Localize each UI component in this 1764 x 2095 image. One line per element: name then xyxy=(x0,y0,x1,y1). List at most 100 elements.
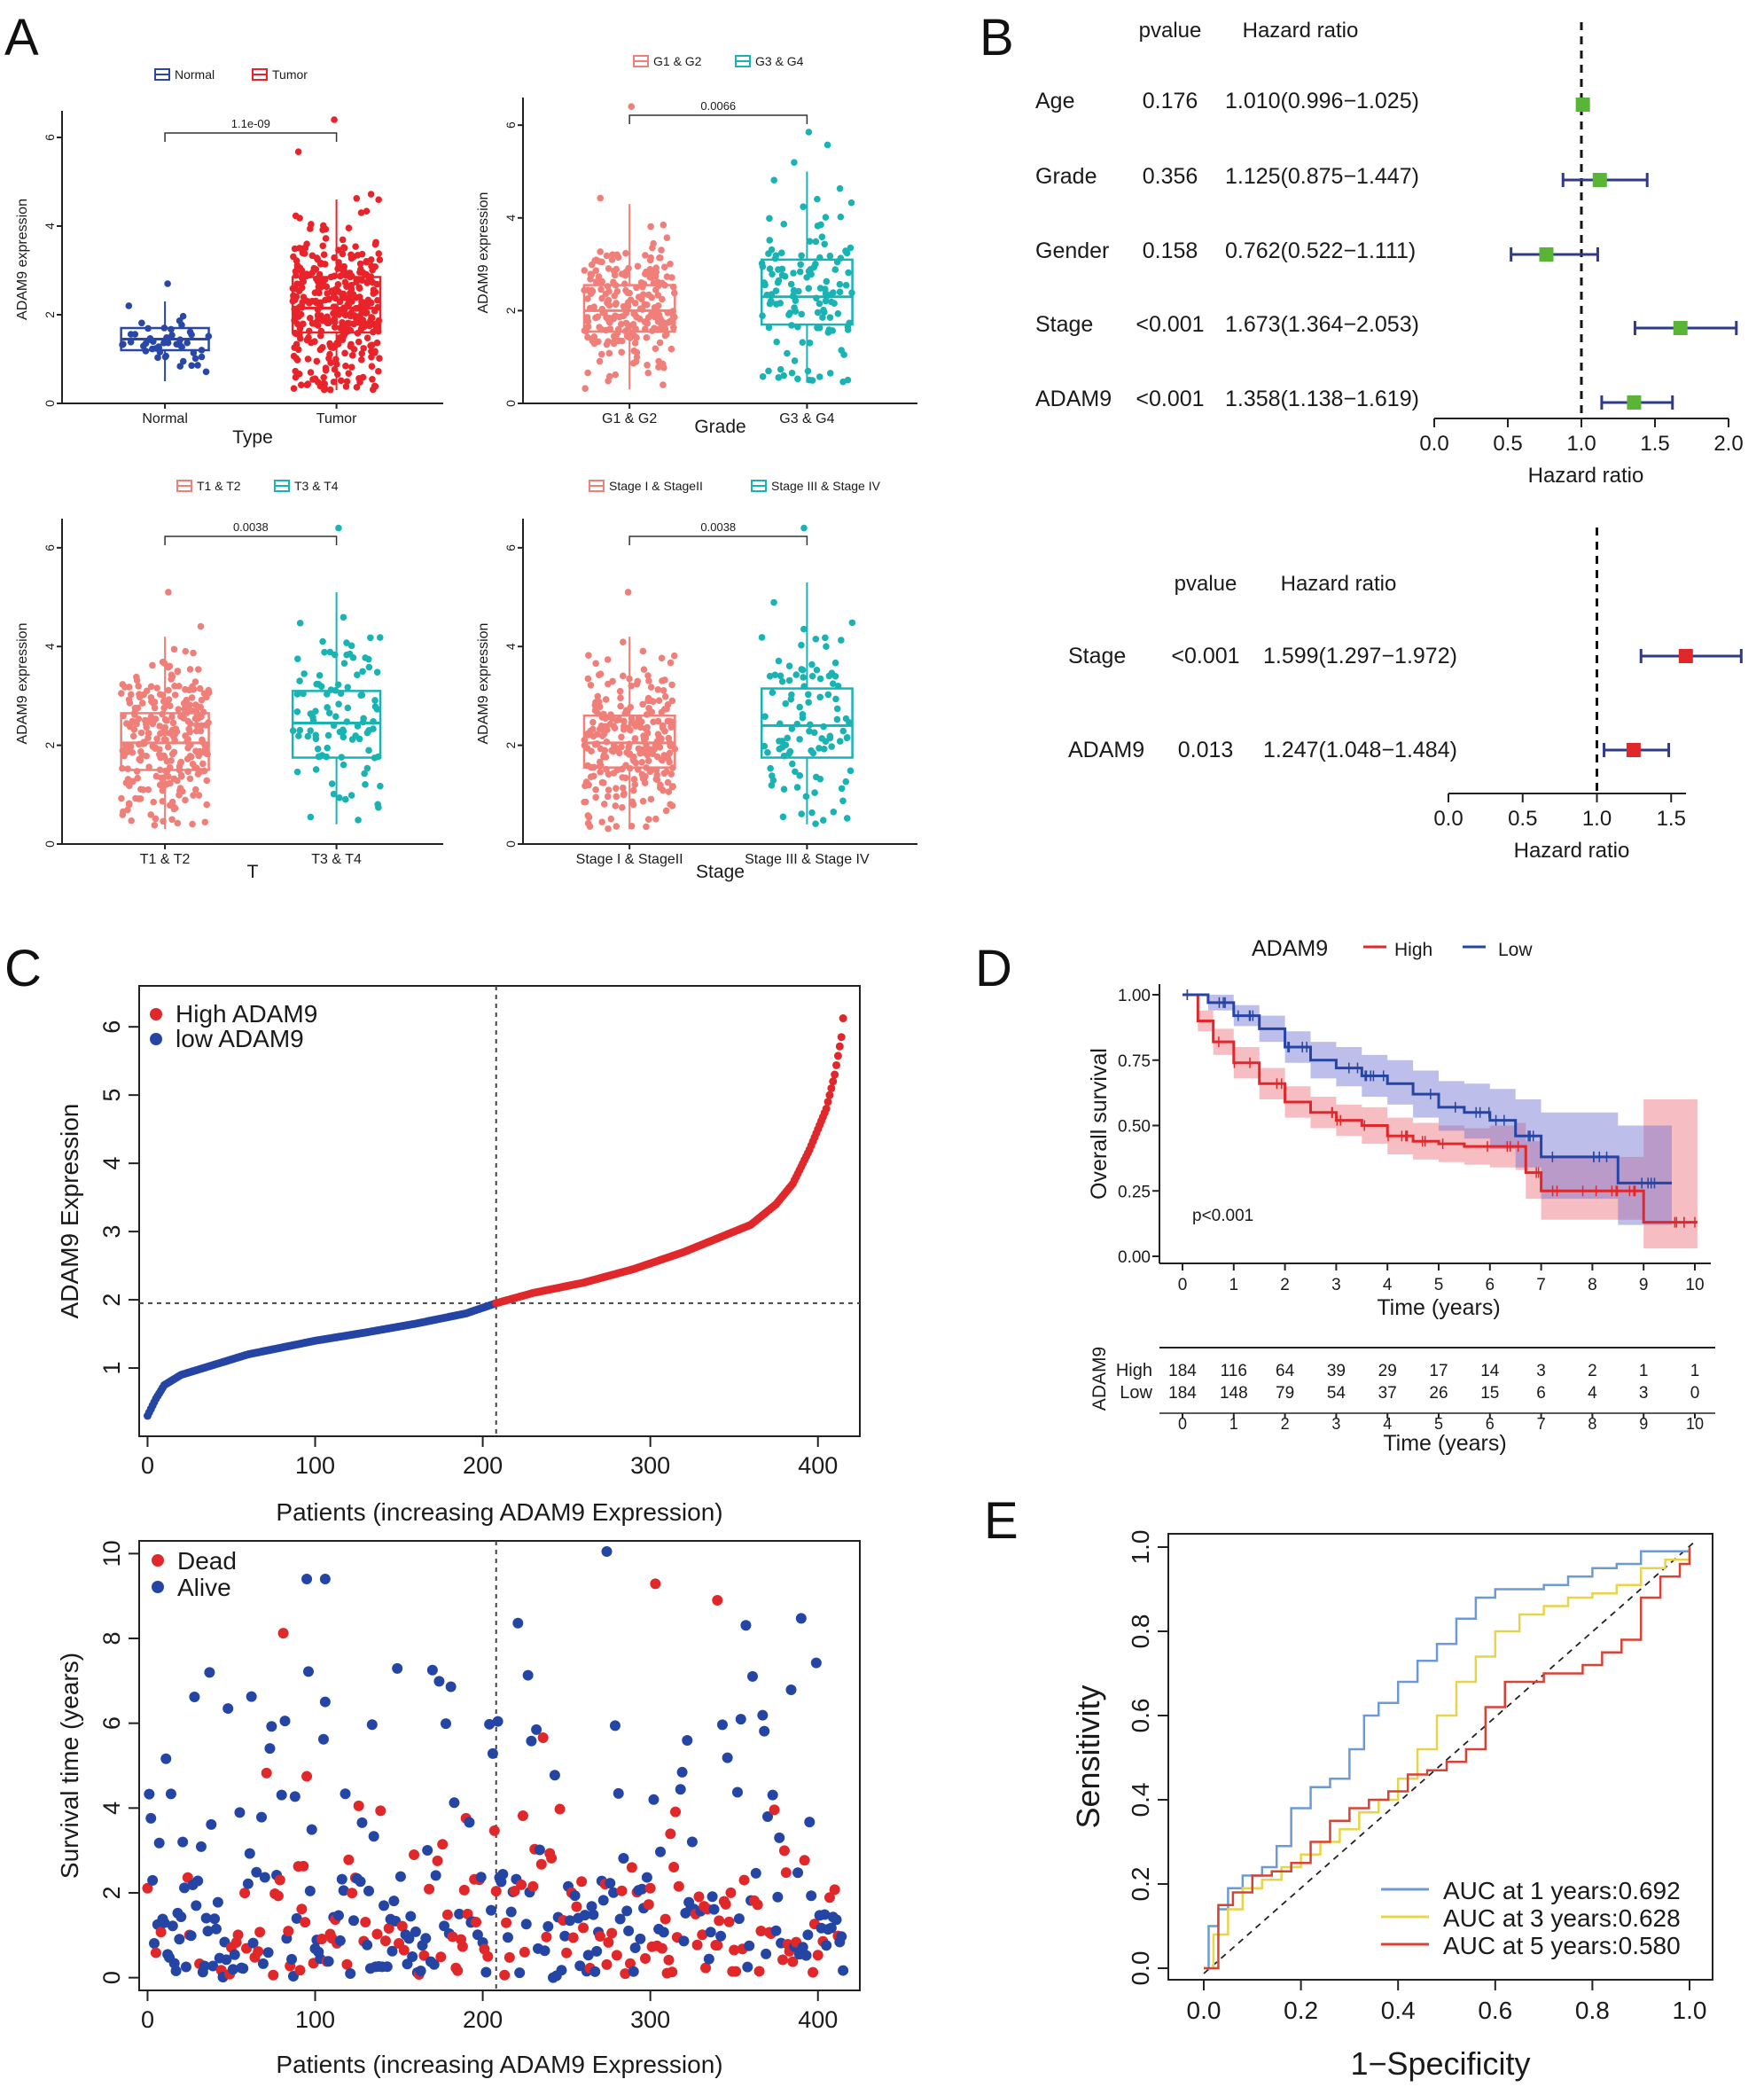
box-point xyxy=(590,763,597,771)
box-point xyxy=(663,273,671,280)
box-point xyxy=(791,357,799,364)
box-point xyxy=(584,730,592,738)
box-point xyxy=(806,376,813,384)
survival-point xyxy=(605,1878,616,1889)
box-point xyxy=(324,731,332,739)
survival-point xyxy=(480,1966,492,1978)
box-point xyxy=(192,701,199,708)
box-point xyxy=(596,324,603,331)
box-point xyxy=(829,327,836,334)
box-points xyxy=(581,194,678,393)
box-point xyxy=(372,238,379,246)
box-point xyxy=(833,258,841,266)
survival-point xyxy=(636,1883,648,1895)
box-point xyxy=(597,248,604,255)
box-point xyxy=(171,731,178,739)
box-point xyxy=(660,752,668,759)
box-point xyxy=(642,725,649,732)
survival-point xyxy=(355,1876,366,1888)
box-point xyxy=(340,244,348,252)
box-point xyxy=(800,674,807,681)
survival-point xyxy=(667,1966,678,1978)
box-point xyxy=(637,295,645,303)
box-point xyxy=(587,681,595,689)
box-point xyxy=(667,260,674,268)
box-point xyxy=(660,381,667,388)
box-point xyxy=(159,692,167,699)
box-point xyxy=(798,310,806,318)
survival-point xyxy=(757,1709,769,1721)
survival-point xyxy=(531,1724,542,1735)
box-point xyxy=(589,725,597,733)
survival-point xyxy=(304,1885,316,1896)
survival-point xyxy=(526,1735,537,1747)
box-point xyxy=(592,699,599,706)
survival-point xyxy=(251,1866,262,1878)
risk-table-time: 8 xyxy=(1588,1415,1596,1433)
box-point xyxy=(170,748,178,756)
box-point xyxy=(316,276,324,283)
box-point xyxy=(666,749,674,757)
risk-table-value: 39 xyxy=(1327,1362,1346,1380)
survival-point xyxy=(759,1725,770,1737)
box-point xyxy=(634,766,642,773)
box-point xyxy=(647,684,655,691)
survival-point xyxy=(804,1817,816,1828)
box-point xyxy=(666,758,673,766)
box-point xyxy=(812,773,820,781)
box-point xyxy=(363,764,371,772)
box-point xyxy=(661,727,668,735)
box-point xyxy=(581,286,588,294)
survival-point xyxy=(697,1929,708,1941)
box-point xyxy=(652,272,660,280)
risk-table-time: 10 xyxy=(1686,1415,1704,1433)
survival-point xyxy=(254,1927,266,1938)
survival-point xyxy=(379,1900,390,1911)
forest-x-tick-label: 0.5 xyxy=(1493,432,1522,456)
box-point xyxy=(642,325,649,332)
box-point xyxy=(656,339,664,347)
box-point xyxy=(320,373,328,381)
x-tick-label: 100 xyxy=(295,1452,335,1479)
box-point xyxy=(199,708,207,715)
box-point xyxy=(598,278,605,285)
survival-point xyxy=(192,1875,204,1887)
box-point xyxy=(643,334,651,341)
box-point xyxy=(305,327,313,335)
box-point xyxy=(621,327,629,335)
box-point xyxy=(640,666,648,673)
box-point xyxy=(371,703,379,710)
box-point xyxy=(644,816,652,823)
forest-point xyxy=(1592,173,1607,187)
survival-point xyxy=(407,1950,418,1962)
box-point xyxy=(153,735,160,743)
box-point xyxy=(791,159,798,167)
box-point xyxy=(780,752,788,760)
survival-point xyxy=(715,1930,727,1942)
box-point xyxy=(797,261,804,269)
box-point xyxy=(596,725,604,733)
box-point xyxy=(647,254,654,262)
box-point xyxy=(592,314,599,322)
box-point xyxy=(667,345,675,353)
box-point xyxy=(806,339,814,347)
survival-point xyxy=(559,1930,571,1942)
box-point xyxy=(794,324,801,331)
box-point xyxy=(581,782,589,790)
forest-x-label: Hazard ratio xyxy=(1514,839,1630,863)
box-point xyxy=(638,758,645,766)
box-point xyxy=(171,682,178,690)
survival-point xyxy=(586,1901,597,1912)
box-point xyxy=(826,732,834,740)
box-point xyxy=(661,332,669,340)
box-point xyxy=(131,331,139,338)
box-point xyxy=(118,794,125,802)
box-point xyxy=(321,648,328,656)
box-point xyxy=(305,333,312,341)
box-point xyxy=(620,672,627,680)
survival-point xyxy=(787,1956,799,1967)
box-point xyxy=(367,342,374,349)
box-point xyxy=(294,346,302,354)
box-point xyxy=(602,715,609,723)
